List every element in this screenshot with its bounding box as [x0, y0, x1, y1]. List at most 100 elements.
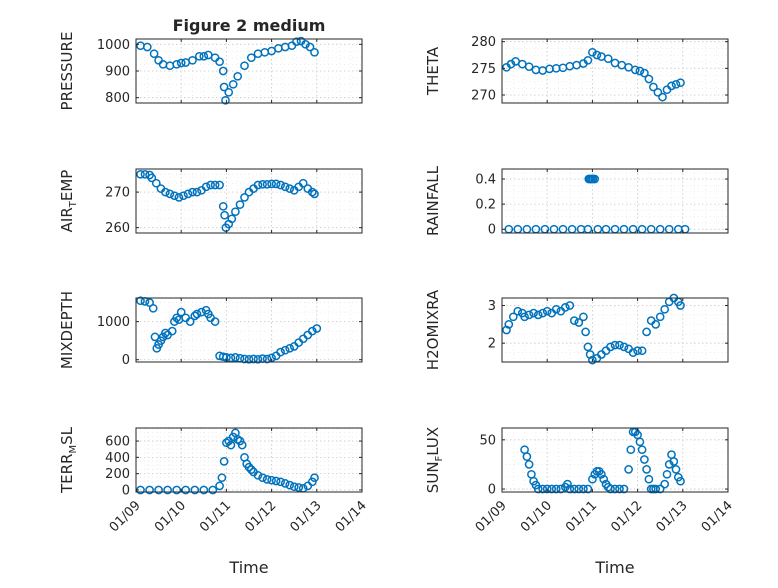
data-point: [660, 479, 670, 489]
data-point: [563, 479, 572, 489]
data-point: [533, 310, 543, 320]
data-point: [235, 200, 245, 209]
data-point: [513, 306, 523, 316]
data-point: [262, 179, 272, 189]
y-axis-label: TERRMSL: [58, 426, 79, 494]
y-tick-label: 800: [105, 91, 130, 106]
data-point: [258, 179, 267, 189]
data-point: [633, 346, 642, 356]
data-point: [192, 309, 202, 319]
data-point: [280, 182, 290, 192]
subplot-h2omixra: 2 3 H2OMIXRA: [424, 289, 729, 370]
data-point: [676, 476, 685, 486]
data-point: [637, 346, 647, 356]
y-tick-label: 400: [105, 451, 130, 466]
x-tick-label: 01/11: [563, 498, 600, 535]
x-axis-label: Time: [228, 558, 268, 577]
data-point: [208, 485, 218, 495]
x-axis-label: Time: [594, 558, 634, 577]
data-point: [218, 201, 228, 211]
data-point: [240, 354, 249, 364]
data-point: [581, 327, 590, 337]
data-point: [176, 307, 186, 317]
data-point: [285, 343, 295, 353]
data-point: [285, 184, 295, 193]
data-point: [172, 59, 182, 69]
data-point: [185, 317, 195, 326]
x-tick-label: 01/13: [654, 498, 691, 535]
data-point: [310, 189, 319, 199]
axes-frame: [501, 168, 729, 234]
y-tick-label: 260: [105, 221, 130, 236]
y-tick-label: 1000: [97, 38, 130, 53]
x-tick-label: 01/10: [152, 498, 189, 535]
data-point: [221, 95, 230, 105]
data-point: [181, 485, 191, 495]
data-point: [172, 313, 182, 323]
data-point: [220, 210, 229, 220]
data-point: [298, 178, 308, 188]
y-axis-label: RAINFALL: [424, 165, 442, 236]
data-point: [637, 445, 647, 455]
data-point: [190, 311, 200, 321]
data-point: [565, 301, 575, 310]
data-point: [583, 342, 593, 352]
data-point: [619, 484, 629, 494]
data-point: [226, 440, 236, 450]
data-point: [565, 484, 575, 494]
data-point: [244, 462, 254, 472]
data-point: [172, 485, 182, 495]
data-point: [642, 327, 651, 337]
data-point: [267, 475, 276, 485]
data-point: [529, 308, 538, 318]
subplot-mixdepth: 0 1000 MIXDEPTH: [58, 291, 363, 369]
data-point: [262, 354, 272, 364]
data-point: [606, 484, 615, 494]
y-axis-label: MIXDEPTH: [58, 291, 76, 369]
y-tick-label: 2: [488, 337, 496, 352]
data-point: [305, 42, 315, 52]
data-point: [676, 78, 685, 88]
subplot-pressure: 800 900 1000 PRESSURE Figure 2 medium: [58, 16, 363, 110]
data-point: [603, 54, 613, 64]
data-point: [310, 47, 319, 57]
y-tick-label: 200: [105, 467, 130, 482]
data-point: [542, 484, 552, 494]
axes-frame: [135, 168, 363, 234]
data-point: [206, 180, 215, 190]
data-point: [590, 174, 600, 184]
x-tick-label: 01/11: [197, 498, 234, 535]
data-point: [231, 207, 240, 217]
data-point: [176, 58, 186, 68]
data-point: [280, 345, 290, 355]
y-tick-label: 0.4: [475, 173, 496, 188]
data-point: [583, 55, 593, 65]
y-tick-label: 0: [122, 483, 130, 498]
data-point: [150, 332, 160, 342]
axes-frame: [501, 38, 729, 104]
data-point: [154, 485, 163, 495]
data-point: [201, 182, 211, 192]
data-point: [533, 484, 543, 494]
data-point: [224, 87, 234, 97]
data-point: [671, 79, 681, 89]
data-point: [276, 180, 285, 190]
data-point: [215, 57, 224, 67]
data-point: [597, 469, 606, 479]
x-tick-label: 01/12: [242, 498, 279, 535]
data-point: [249, 354, 258, 364]
data-point: [538, 308, 548, 318]
data-point: [599, 474, 609, 484]
data-point: [271, 476, 281, 486]
data-point: [588, 474, 597, 484]
data-point: [628, 348, 638, 357]
data-point: [524, 62, 534, 72]
subplot-rainfall: 0 0.2 0.4 RAINFALL: [424, 165, 729, 238]
data-point: [170, 191, 179, 201]
y-tick-label: 0: [122, 353, 130, 368]
data-point: [660, 304, 670, 314]
data-point: [246, 465, 256, 474]
data-point: [574, 484, 584, 494]
data-point: [199, 485, 209, 495]
data-point: [569, 484, 579, 494]
